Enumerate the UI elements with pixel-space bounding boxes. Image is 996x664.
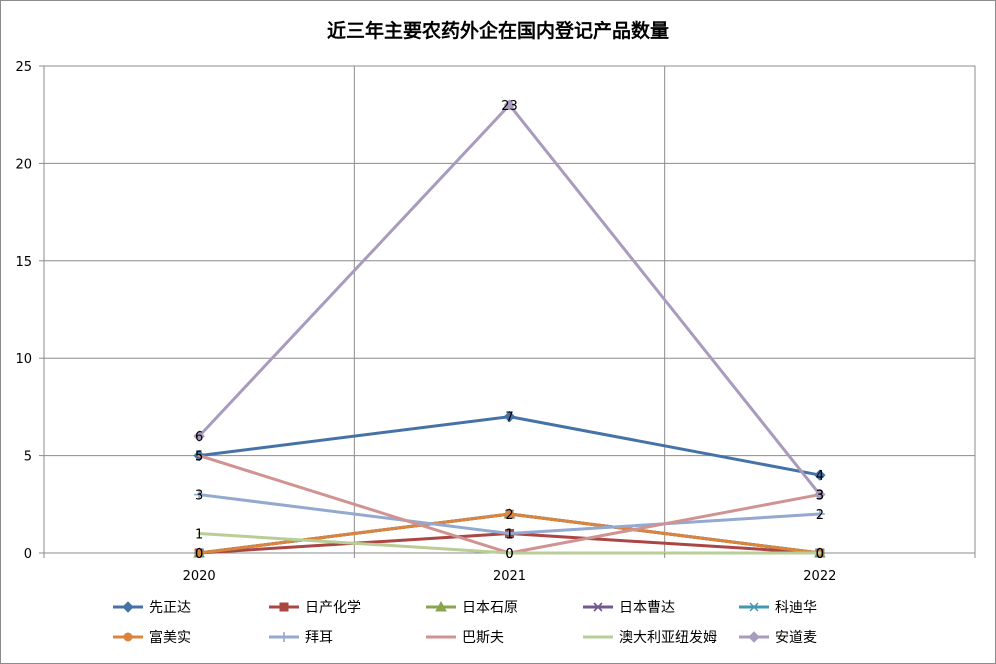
point-marker <box>123 632 133 642</box>
legend-label: 日产化学 <box>305 600 361 616</box>
plot-area-border <box>43 65 976 554</box>
point-marker <box>122 601 134 613</box>
legend-label: 科迪华 <box>775 600 817 616</box>
data-label: 2 <box>505 508 513 523</box>
legend-label: 富美实 <box>149 629 191 646</box>
point-marker <box>505 509 514 519</box>
legend-label: 澳大利亚纽发姆 <box>619 630 717 646</box>
legend-item: 日产化学 <box>269 600 361 616</box>
point-marker <box>749 602 759 612</box>
data-label: 0 <box>816 547 824 562</box>
series <box>197 532 822 555</box>
legend-item: 安道麦 <box>739 630 817 646</box>
data-label: 3 <box>816 489 824 504</box>
series <box>193 410 826 481</box>
legend-label: 巴斯夫 <box>462 630 504 646</box>
legend-item: 巴斯夫 <box>426 630 504 646</box>
point-marker <box>814 469 826 481</box>
point-marker <box>504 528 515 539</box>
point-marker <box>435 600 447 612</box>
data-label: 3 <box>816 489 824 504</box>
data-label: 0 <box>505 547 513 562</box>
point-marker <box>194 548 204 558</box>
data-label: 0 <box>505 547 513 562</box>
chart-title: 近三年主要农药外企在国内登记产品数量 <box>327 19 669 42</box>
data-label: 4 <box>816 469 824 484</box>
legend-label: 日本曹达 <box>619 600 675 616</box>
data-label: 0 <box>816 547 824 562</box>
y-tick-label: 25 <box>15 60 32 75</box>
legend-item: 富美实 <box>113 629 191 646</box>
data-label: 0 <box>195 547 203 562</box>
y-tick-label: 15 <box>15 255 32 270</box>
series-layer <box>193 99 826 558</box>
data-label: 2 <box>816 508 824 523</box>
legend-item: 拜耳 <box>269 630 333 646</box>
data-label: 1 <box>505 528 513 543</box>
y-tick-label: 20 <box>15 157 32 172</box>
point-marker <box>503 410 516 423</box>
point-marker <box>748 631 760 643</box>
series <box>194 489 825 539</box>
data-label: 1 <box>195 528 203 543</box>
data-label: 23 <box>501 99 518 114</box>
legend-label: 安道麦 <box>775 630 817 646</box>
x-tick-label: 2021 <box>493 569 526 584</box>
legend-item: 日本石原 <box>426 600 518 616</box>
grid-layer <box>43 65 976 554</box>
legend-item: 澳大利亚纽发姆 <box>583 630 717 646</box>
point-marker <box>503 99 516 111</box>
data-label: 5 <box>195 450 203 465</box>
legend-label: 先正达 <box>149 600 191 616</box>
legend-label: 日本石原 <box>462 600 518 616</box>
y-tick-label: 0 <box>24 547 32 562</box>
series-line <box>197 532 822 555</box>
legend-item: 科迪华 <box>739 600 817 616</box>
point-marker <box>814 488 826 501</box>
legend-label: 拜耳 <box>305 630 333 646</box>
legend-item: 日本曹达 <box>583 600 675 616</box>
point-marker <box>279 632 289 642</box>
point-marker <box>279 602 289 612</box>
data-label: 6 <box>195 430 203 445</box>
y-tick-label: 5 <box>24 450 32 465</box>
series <box>193 99 826 501</box>
point-marker <box>814 509 825 520</box>
x-tick-label: 2022 <box>803 569 836 584</box>
point-marker <box>593 602 603 612</box>
data-label: 0 <box>816 547 824 562</box>
x-tick-label: 2020 <box>183 569 216 584</box>
data-label: 1 <box>505 528 513 543</box>
data-label: 5 <box>195 450 203 465</box>
point-marker <box>194 489 205 500</box>
data-label: 7 <box>505 411 513 426</box>
data-label: 3 <box>195 489 203 504</box>
data-label: 0 <box>195 547 203 562</box>
point-marker <box>193 430 205 442</box>
y-tick-label: 10 <box>15 352 32 367</box>
legend-item: 先正达 <box>113 600 191 616</box>
